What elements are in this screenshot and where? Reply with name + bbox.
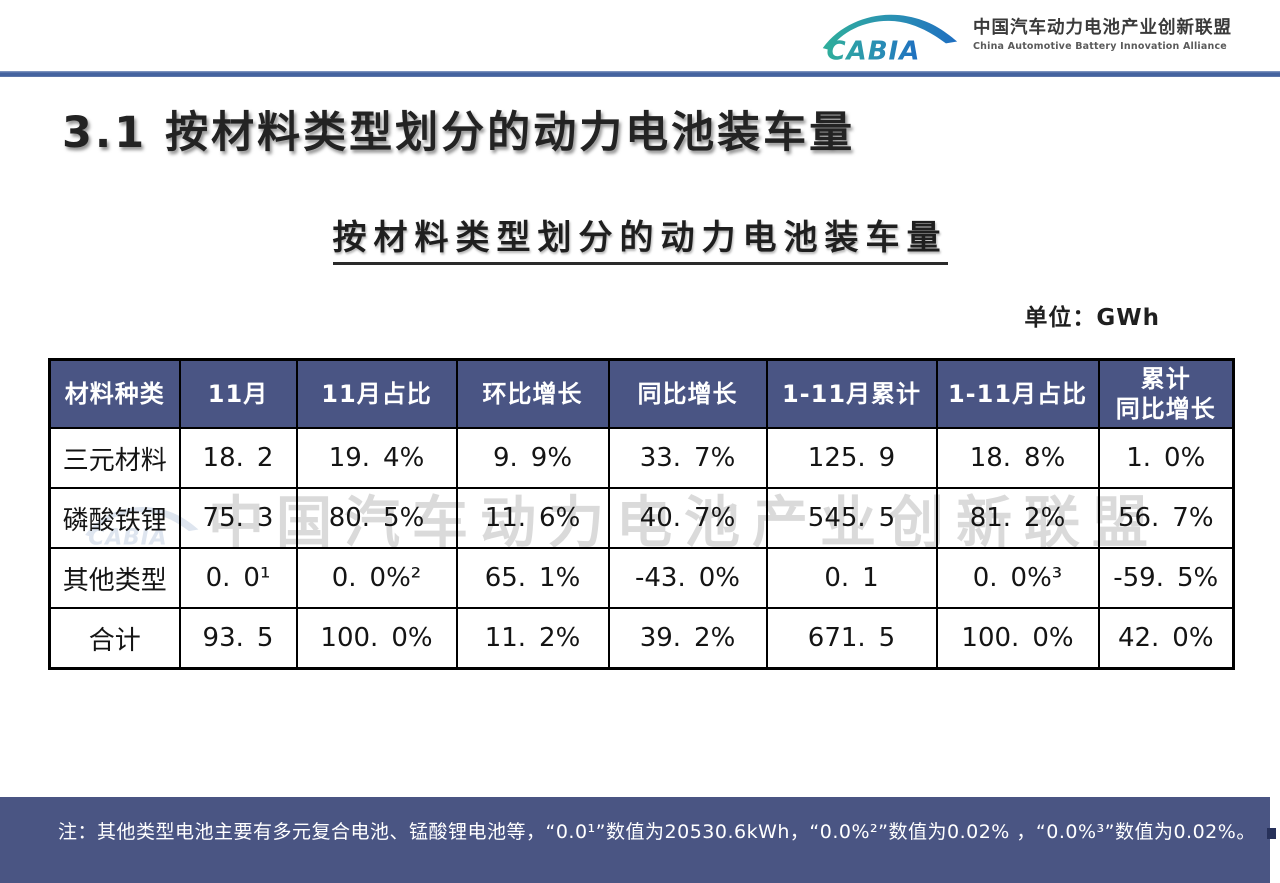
table-row: 合计 93. 5 100. 0% 11. 2% 39. 2% 671. 5 100. 0% 4… bbox=[48, 607, 1235, 670]
org-name-en: China Automotive Battery Innovation Alli… bbox=[973, 41, 1227, 53]
table-cell: 0. 1 bbox=[765, 547, 938, 609]
header-cell: 同比增长 bbox=[607, 358, 768, 429]
table-cell: 11. 6% bbox=[455, 487, 610, 549]
brand-header: CABIA 中国汽车动力电池产业创新联盟 China Automotive Ba… bbox=[819, 6, 1232, 64]
header-cell: 11月占比 bbox=[295, 358, 458, 429]
table-cell: 56. 7% bbox=[1097, 487, 1235, 549]
table-body: 三元材料 18. 2 19. 4% 9. 9% 33. 7% 125. 9 18. 8% 1.… bbox=[48, 427, 1235, 670]
table-cell: 545. 5 bbox=[765, 487, 938, 549]
table-cell: 671. 5 bbox=[765, 607, 938, 670]
table-cell: 81. 2% bbox=[935, 487, 1100, 549]
row-label-cell: 三元材料 bbox=[48, 427, 181, 489]
header-cell: 累计 同比增长 bbox=[1097, 358, 1235, 429]
edge-artifact bbox=[1267, 828, 1276, 839]
row-label-cell: 其他类型 bbox=[48, 547, 181, 609]
table-cell: -59. 5% bbox=[1097, 547, 1235, 609]
header-cell: 环比增长 bbox=[455, 358, 610, 429]
table-cell: 11. 2% bbox=[455, 607, 610, 670]
org-name-cn: 中国汽车动力电池产业创新联盟 bbox=[973, 17, 1232, 38]
header-divider-rule bbox=[0, 71, 1280, 77]
row-label-cell: 磷酸铁锂 bbox=[48, 487, 181, 549]
logo-wordmark: CABIA bbox=[826, 36, 920, 64]
row-label-cell: 合计 bbox=[48, 607, 181, 670]
table-title-wrap: 按材料类型划分的动力电池装车量 bbox=[0, 210, 1280, 265]
org-names: 中国汽车动力电池产业创新联盟 China Automotive Battery … bbox=[973, 18, 1232, 53]
table-cell: 0. 0¹ bbox=[178, 547, 298, 609]
table-cell: 1. 0% bbox=[1097, 427, 1235, 489]
table-cell: 93. 5 bbox=[178, 607, 298, 670]
table-cell: 0. 0%² bbox=[295, 547, 458, 609]
table-cell: 42. 0% bbox=[1097, 607, 1235, 670]
header-cell: 11月 bbox=[178, 358, 298, 429]
header-cell: 材料种类 bbox=[48, 358, 181, 429]
table-cell: 100. 0% bbox=[935, 607, 1100, 670]
table-cell: 18. 2 bbox=[178, 427, 298, 489]
cabia-logo-icon: CABIA bbox=[822, 14, 958, 64]
car-swoosh-icon bbox=[822, 14, 958, 50]
section-title: 3.1 按材料类型划分的动力电池装车量 bbox=[62, 108, 856, 158]
table-cell: 33. 7% bbox=[607, 427, 768, 489]
table-cell: -43. 0% bbox=[607, 547, 768, 609]
unit-label: 单位：GWh bbox=[1024, 305, 1160, 331]
footnote-text: 注：其他类型电池主要有多元复合电池、锰酸锂电池等，“0.0¹”数值为20530.… bbox=[58, 820, 1256, 843]
table-cell: 39. 2% bbox=[607, 607, 768, 670]
table-cell: 19. 4% bbox=[295, 427, 458, 489]
table-cell: 125. 9 bbox=[765, 427, 938, 489]
table-cell: 18. 8% bbox=[935, 427, 1100, 489]
footnote-bar: 注：其他类型电池主要有多元复合电池、锰酸锂电池等，“0.0¹”数值为20530.… bbox=[0, 797, 1270, 883]
table-cell: 65. 1% bbox=[455, 547, 610, 609]
table-head-row: 材料种类 11月 11月占比 环比增长 同比增长 1-11月累计 1-11月占比 累计 同比增… bbox=[48, 358, 1235, 429]
table-title: 按材料类型划分的动力电池装车量 bbox=[332, 210, 948, 265]
table-row: 其他类型 0. 0¹ 0. 0%² 65. 1% -43. 0% 0. 1 0. 0%³ -5… bbox=[48, 547, 1235, 609]
table-cell: 100. 0% bbox=[295, 607, 458, 670]
table-cell: 75. 3 bbox=[178, 487, 298, 549]
table-cell: 9. 9% bbox=[455, 427, 610, 489]
header-cell: 1-11月累计 bbox=[765, 358, 938, 429]
table-row: 三元材料 18. 2 19. 4% 9. 9% 33. 7% 125. 9 18. 8% 1.… bbox=[48, 427, 1235, 489]
table-cell: 80. 5% bbox=[295, 487, 458, 549]
table-cell: 40. 7% bbox=[607, 487, 768, 549]
table-row: 磷酸铁锂 75. 3 80. 5% 11. 6% 40. 7% 545. 5 81. 2% 5… bbox=[48, 487, 1235, 549]
battery-material-table: 材料种类 11月 11月占比 环比增长 同比增长 1-11月累计 1-11月占比 累计 同比增… bbox=[48, 358, 1235, 670]
table-cell: 0. 0%³ bbox=[935, 547, 1100, 609]
header-cell: 1-11月占比 bbox=[935, 358, 1100, 429]
